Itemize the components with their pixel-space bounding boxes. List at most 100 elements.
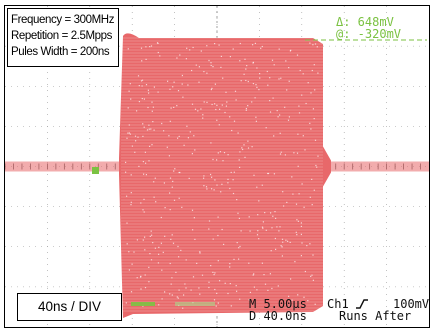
waveform-speckle bbox=[271, 59, 274, 61]
waveform-speckle bbox=[203, 175, 205, 177]
waveform-speckle bbox=[309, 196, 311, 198]
waveform-speckle bbox=[206, 45, 208, 47]
waveform-speckle bbox=[145, 84, 148, 86]
waveform-speckle bbox=[225, 105, 227, 107]
waveform-speckle bbox=[199, 293, 201, 295]
waveform-speckle bbox=[161, 269, 163, 271]
waveform-speckle bbox=[140, 288, 142, 290]
waveform-speckle bbox=[188, 177, 190, 179]
waveform-speckle bbox=[160, 242, 162, 244]
waveform-speckle bbox=[297, 294, 299, 296]
waveform-speckle bbox=[263, 274, 265, 276]
waveform-speckle bbox=[135, 140, 137, 142]
waveform-speckle bbox=[249, 230, 251, 232]
waveform-speckle bbox=[240, 80, 242, 82]
waveform-speckle bbox=[301, 94, 303, 96]
waveform-speckle bbox=[236, 242, 238, 244]
waveform-speckle bbox=[129, 83, 131, 85]
waveform-speckle bbox=[173, 81, 175, 83]
waveform-speckle bbox=[274, 211, 276, 213]
waveform-speckle bbox=[279, 153, 282, 155]
waveform-speckle bbox=[215, 305, 217, 307]
waveform-speckle bbox=[232, 179, 234, 181]
waveform-speckle bbox=[128, 132, 130, 134]
waveform-speckle bbox=[160, 216, 162, 219]
waveform-speckle bbox=[260, 47, 262, 49]
waveform-speckle bbox=[172, 180, 174, 182]
trigger-mode: Runs After bbox=[339, 309, 412, 323]
waveform-speckle bbox=[198, 66, 200, 68]
waveform-speckle bbox=[175, 271, 177, 273]
waveform-speckle bbox=[267, 172, 269, 175]
waveform-speckle bbox=[130, 192, 132, 194]
waveform-speckle bbox=[146, 129, 149, 131]
waveform-speckle bbox=[171, 234, 173, 236]
waveform-speckle bbox=[244, 156, 246, 158]
waveform-speckle bbox=[157, 51, 159, 54]
waveform-speckle bbox=[215, 108, 217, 111]
waveform-speckle bbox=[136, 277, 138, 279]
waveform-speckle bbox=[316, 46, 318, 48]
waveform-speckle bbox=[142, 161, 144, 163]
waveform-speckle bbox=[140, 276, 142, 278]
waveform-speckle bbox=[316, 166, 318, 168]
waveform-speckle bbox=[183, 294, 185, 296]
waveform-speckle bbox=[178, 171, 180, 174]
waveform-speckle bbox=[309, 42, 311, 44]
delay-readout: D 40.0ns bbox=[249, 309, 307, 323]
waveform-speckle bbox=[286, 201, 288, 203]
waveform-speckle bbox=[303, 206, 305, 208]
waveform-speckle bbox=[176, 105, 178, 107]
waveform-speckle bbox=[305, 102, 307, 105]
waveform-speckle bbox=[276, 110, 278, 112]
waveform-speckle bbox=[272, 97, 274, 99]
channel-label: Ch1 bbox=[327, 297, 349, 311]
waveform-speckle bbox=[153, 129, 155, 131]
waveform-speckle bbox=[309, 243, 311, 245]
waveform-speckle bbox=[141, 98, 143, 100]
waveform-speckle bbox=[253, 286, 255, 288]
pulse-width-label: Pules Width = 200ns bbox=[11, 46, 110, 58]
waveform-speckle bbox=[173, 170, 175, 172]
waveform-speckle bbox=[222, 77, 224, 79]
waveform-speckle bbox=[168, 155, 170, 157]
trigger-level: 100mV bbox=[393, 297, 430, 311]
waveform-speckle bbox=[149, 253, 151, 255]
waveform-speckle bbox=[280, 151, 282, 153]
waveform-speckle bbox=[252, 61, 254, 63]
waveform-speckle bbox=[141, 79, 144, 81]
waveform-speckle bbox=[174, 168, 176, 170]
waveform-speckle bbox=[256, 289, 258, 291]
waveform-speckle bbox=[158, 246, 160, 248]
waveform-speckle bbox=[256, 186, 258, 188]
waveform-speckle bbox=[161, 298, 163, 300]
waveform-speckle bbox=[317, 72, 319, 74]
waveform-speckle bbox=[220, 191, 222, 193]
waveform-speckle bbox=[296, 234, 298, 236]
waveform-speckle bbox=[170, 238, 172, 240]
waveform-speckle bbox=[168, 135, 170, 137]
waveform-speckle bbox=[269, 111, 272, 113]
waveform-speckle bbox=[210, 62, 212, 64]
ref-marker-2 bbox=[175, 302, 215, 306]
waveform-speckle bbox=[145, 162, 147, 164]
waveform-speckle bbox=[264, 212, 266, 214]
waveform-speckle bbox=[313, 118, 315, 120]
trigger-marker[interactable] bbox=[92, 167, 99, 174]
waveform-speckle bbox=[216, 104, 218, 106]
waveform-speckle bbox=[192, 46, 194, 49]
waveform-speckle bbox=[245, 79, 247, 82]
waveform-speckle bbox=[312, 279, 314, 281]
waveform-speckle bbox=[183, 144, 185, 146]
waveform-speckle bbox=[127, 48, 129, 50]
waveform-speckle bbox=[206, 188, 208, 190]
waveform-speckle bbox=[189, 131, 191, 133]
waveform-speckle bbox=[169, 293, 171, 295]
waveform-speckle bbox=[306, 245, 308, 247]
waveform-speckle bbox=[198, 81, 200, 83]
waveform-speckle bbox=[178, 135, 180, 137]
waveform-speckle bbox=[247, 105, 249, 107]
waveform-speckle bbox=[214, 288, 216, 291]
waveform-speckle bbox=[297, 220, 299, 222]
waveform-speckle bbox=[151, 101, 153, 103]
